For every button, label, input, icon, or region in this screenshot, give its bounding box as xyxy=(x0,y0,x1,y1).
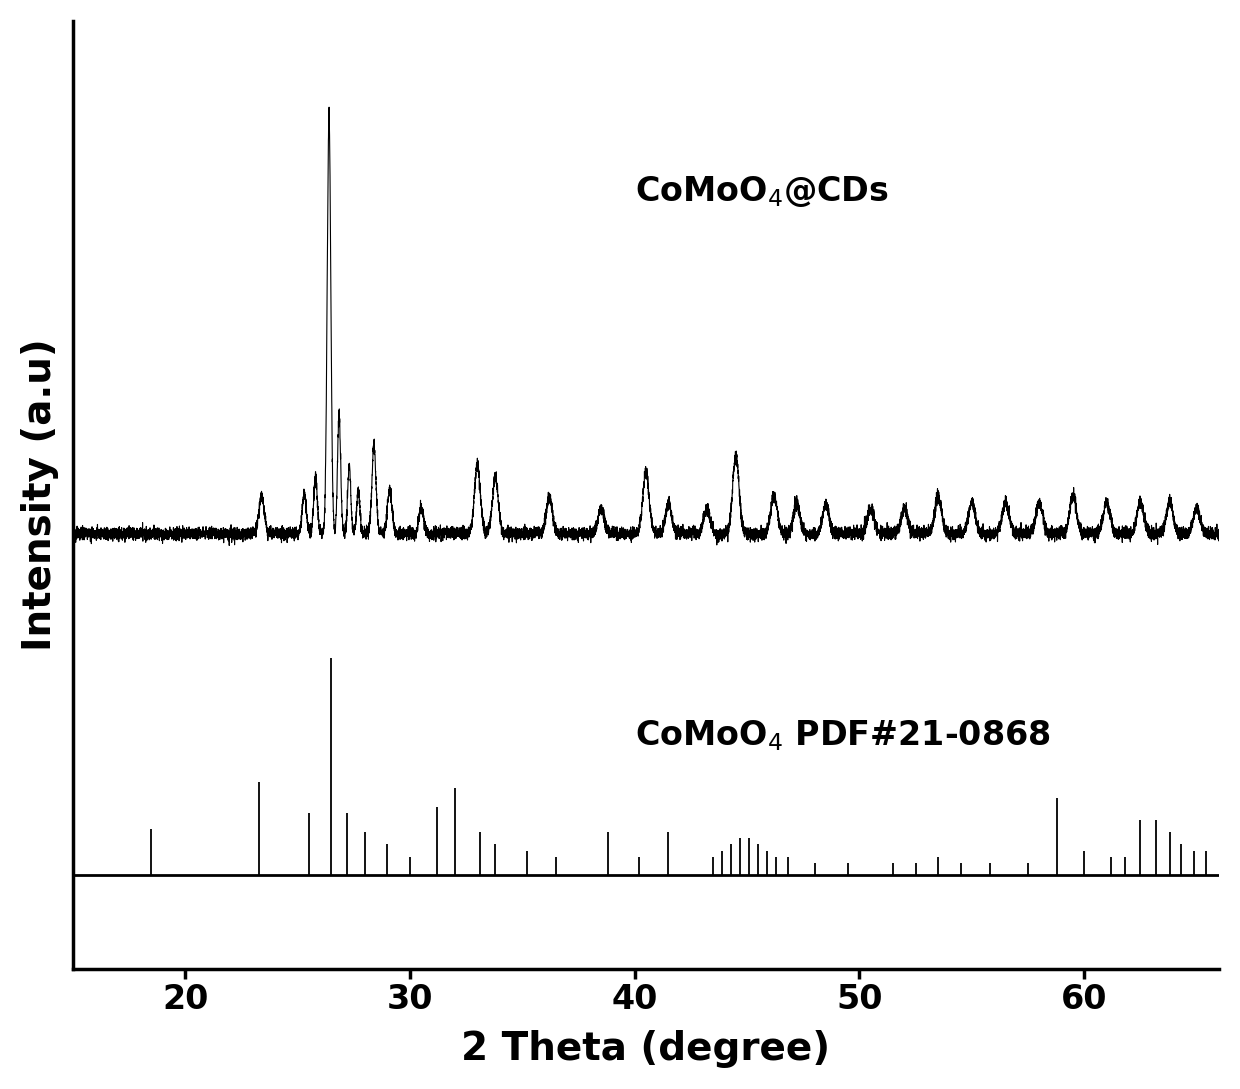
X-axis label: 2 Theta (degree): 2 Theta (degree) xyxy=(461,1030,831,1068)
Text: CoMoO$_4$ PDF#21-0868: CoMoO$_4$ PDF#21-0868 xyxy=(635,719,1050,752)
Text: CoMoO$_4$@CDs: CoMoO$_4$@CDs xyxy=(635,174,889,209)
Y-axis label: Intensity (a.u): Intensity (a.u) xyxy=(21,339,58,651)
